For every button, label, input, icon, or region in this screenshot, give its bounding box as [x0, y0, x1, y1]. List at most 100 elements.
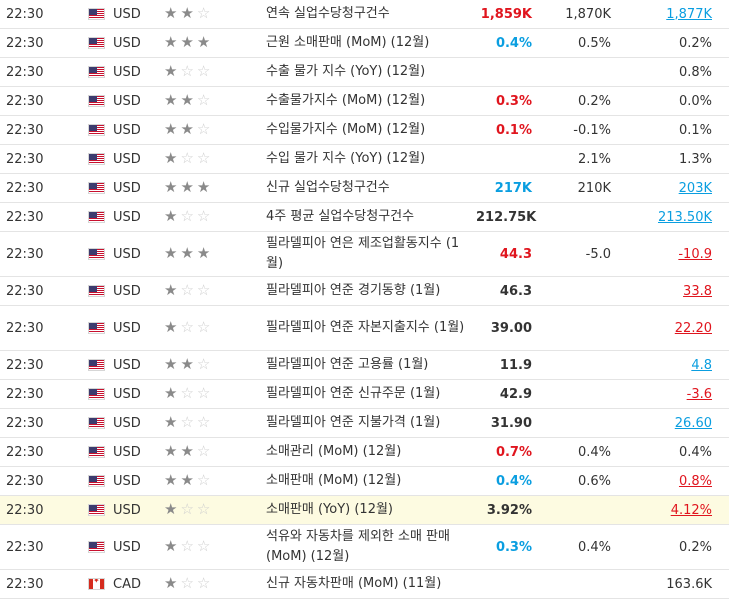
event-forecast [532, 495, 611, 525]
event-previous: 0.8% [678, 473, 712, 489]
star-filled-icon: ★ [164, 318, 178, 336]
star-empty-icon: ☆ [196, 355, 211, 373]
event-previous: 163.6K [666, 576, 712, 592]
event-name[interactable]: 소매관리 (MoM) (12월) [266, 437, 476, 467]
star-filled-icon: ★ [164, 178, 178, 196]
event-name[interactable]: 소매판매 (YoY) (12월) [266, 495, 476, 525]
event-name[interactable]: 필라델피아 연준 경기동향 (1월) [266, 276, 476, 306]
importance-stars: ★ ★ ★ [156, 231, 266, 277]
star-filled-icon: ★ [196, 33, 211, 51]
importance-stars: ★ ☆ ☆ [156, 276, 266, 306]
event-row[interactable]: 22:30 USD ★ ★ ☆ 소매판매 (MoM) (12월) 0.4% 0.6% 0.8% [0, 466, 729, 496]
event-row[interactable]: 22:30 USD ★ ★ ☆ 필라델피아 연준 고용률 (1월) 11.9 4.8 [0, 350, 729, 380]
event-row[interactable]: 22:30 USD ★ ★ ☆ 소매관리 (MoM) (12월) 0.7% 0.4% 0.4% [0, 437, 729, 467]
event-actual: 0.1% [476, 115, 532, 145]
event-row[interactable]: 22:30 USD ★ ☆ ☆ 소매판매 (YoY) (12월) 3.92% 4.12% [0, 495, 729, 525]
star-empty-icon: ☆ [196, 574, 211, 592]
event-previous: -3.6 [686, 386, 712, 402]
event-name[interactable]: 필라델피아 연준 고용률 (1월) [266, 350, 476, 380]
event-actual: 217K [476, 173, 532, 203]
event-time: 22:30 [0, 144, 84, 174]
importance-stars: ★ ★ ★ [156, 173, 266, 203]
event-row[interactable]: 22:30 USD ★ ★ ☆ 수입물가지수 (MoM) (12월) 0.1% -0.1% 0.… [0, 115, 729, 145]
event-name[interactable]: 근원 소매판매 (MoM) (12월) [266, 28, 476, 58]
star-empty-icon: ☆ [196, 62, 211, 80]
event-row[interactable]: 22:30 USD ★ ★ ★ 필라델피아 연은 제조업활동지수 (1월) 44.3 -5.0… [0, 231, 729, 277]
us-flag-icon [88, 248, 105, 260]
star-filled-icon: ★ [164, 62, 178, 80]
event-currency: USD [113, 246, 141, 262]
event-row[interactable]: 22:30 USD ★ ☆ ☆ 수출 물가 지수 (YoY) (12월) 0.8% [0, 57, 729, 87]
event-time: 22:30 [0, 305, 84, 351]
event-forecast: 1,870K [532, 0, 611, 29]
event-row[interactable]: 22:30CAD★☆☆신규 자동차판매 (MoM) (11월)163.6K [0, 569, 729, 599]
event-name[interactable]: 석유와 자동차를 제외한 소매 판매 (MoM) (12월) [266, 524, 476, 570]
importance-stars: ★ ★ ☆ [156, 86, 266, 116]
event-time: 22:30 [0, 202, 84, 232]
event-name[interactable]: 필라델피아 연준 자본지출지수 (1월) [266, 305, 476, 351]
star-filled-icon: ★ [180, 120, 194, 138]
event-forecast: 2.1% [532, 144, 611, 174]
event-name[interactable]: 소매판매 (MoM) (12월) [266, 466, 476, 496]
star-empty-icon: ☆ [196, 91, 211, 109]
event-name[interactable]: 연속 실업수당청구건수 [266, 0, 476, 29]
star-empty-icon: ☆ [196, 318, 211, 336]
star-filled-icon: ★ [180, 355, 194, 373]
event-row[interactable]: 22:30 USD ★ ★ ★ 근원 소매판매 (MoM) (12월) 0.4% 0.5% 0.… [0, 28, 729, 58]
event-name[interactable]: 4주 평균 실업수당청구건수 [266, 202, 476, 232]
importance-stars: ★ ★ ☆ [156, 437, 266, 467]
event-forecast: 0.4% [532, 524, 611, 570]
event-row[interactable]: 22:30 USD ★ ☆ ☆ 4주 평균 실업수당청구건수 212.75K 213.50K [0, 202, 729, 232]
event-currency: USD [113, 357, 141, 373]
event-time: 22:30 [0, 115, 84, 145]
event-previous: 4.8 [691, 357, 712, 373]
event-time: 22:30 [0, 524, 84, 570]
event-name[interactable]: 수입 물가 지수 (YoY) (12월) [266, 144, 476, 174]
event-previous: 0.2% [678, 539, 712, 555]
event-forecast: -0.1% [532, 115, 611, 145]
event-previous: 33.8 [683, 283, 712, 299]
event-row[interactable]: 22:30 USD ★ ☆ ☆ 필라델피아 연준 신규주문 (1월) 42.9 -3.6 [0, 379, 729, 409]
event-actual: 11.9 [476, 350, 532, 380]
event-row[interactable]: 22:30 USD ★ ☆ ☆ 석유와 자동차를 제외한 소매 판매 (MoM) (12월… [0, 524, 729, 570]
star-filled-icon: ★ [180, 91, 194, 109]
event-name[interactable]: 신규 실업수당청구건수 [266, 173, 476, 203]
event-name[interactable]: 필라델피아 연준 지불가격 (1월) [266, 408, 476, 438]
event-row[interactable]: 22:30 USD ★ ☆ ☆ 필라델피아 연준 지불가격 (1월) 31.90 26.60 [0, 408, 729, 438]
star-filled-icon: ★ [164, 355, 178, 373]
us-flag-icon [88, 95, 105, 107]
star-empty-icon: ☆ [196, 149, 211, 167]
event-time: 22:30 [0, 408, 84, 438]
event-actual: 39.00 [476, 305, 532, 351]
event-actual: 1,859K [476, 0, 532, 29]
event-time: 22:30 [0, 495, 84, 525]
calendar-body: 22:30 USD ★ ★ ☆ 연속 실업수당청구건수 1,859K 1,870K 1,877K… [0, 0, 729, 599]
event-name[interactable]: 필라델피아 연은 제조업활동지수 (1월) [266, 231, 476, 277]
event-row[interactable]: 22:30 USD ★ ☆ ☆ 필라델피아 연준 경기동향 (1월) 46.3 33.8 [0, 276, 729, 306]
event-name[interactable]: 신규 자동차판매 (MoM) (11월) [266, 569, 476, 599]
event-row[interactable]: 22:30 USD ★ ☆ ☆ 수입 물가 지수 (YoY) (12월) 2.1% 1.3% [0, 144, 729, 174]
event-previous: 0.1% [678, 122, 712, 138]
event-row[interactable]: 22:30 USD ★ ★ ☆ 수출물가지수 (MoM) (12월) 0.3% 0.2% 0.0… [0, 86, 729, 116]
star-filled-icon: ★ [164, 500, 178, 518]
event-name[interactable]: 수입물가지수 (MoM) (12월) [266, 115, 476, 145]
star-filled-icon: ★ [196, 244, 211, 262]
event-name[interactable]: 필라델피아 연준 신규주문 (1월) [266, 379, 476, 409]
event-previous: 26.60 [674, 415, 712, 431]
event-forecast [532, 276, 611, 306]
event-currency: USD [113, 35, 141, 51]
economic-calendar-table: 22:30 USD ★ ★ ☆ 연속 실업수당청구건수 1,859K 1,870K 1,877K… [0, 0, 729, 599]
event-time: 22:30 [0, 437, 84, 467]
event-time: 22:30 [0, 379, 84, 409]
event-row[interactable]: 22:30 USD ★ ★ ☆ 연속 실업수당청구건수 1,859K 1,870K 1,877K [0, 0, 729, 29]
us-flag-icon [88, 66, 105, 78]
event-previous: 22.20 [674, 320, 712, 336]
event-row[interactable]: 22:30 USD ★ ★ ★ 신규 실업수당청구건수 217K 210K 203K [0, 173, 729, 203]
event-currency: CAD [113, 576, 141, 592]
event-currency: USD [113, 320, 141, 336]
event-name[interactable]: 수출 물가 지수 (YoY) (12월) [266, 57, 476, 87]
us-flag-icon [88, 37, 105, 49]
event-time: 22:30 [0, 86, 84, 116]
event-name[interactable]: 수출물가지수 (MoM) (12월) [266, 86, 476, 116]
event-row[interactable]: 22:30 USD ★ ☆ ☆ 필라델피아 연준 자본지출지수 (1월) 39.00 22.2… [0, 305, 729, 351]
